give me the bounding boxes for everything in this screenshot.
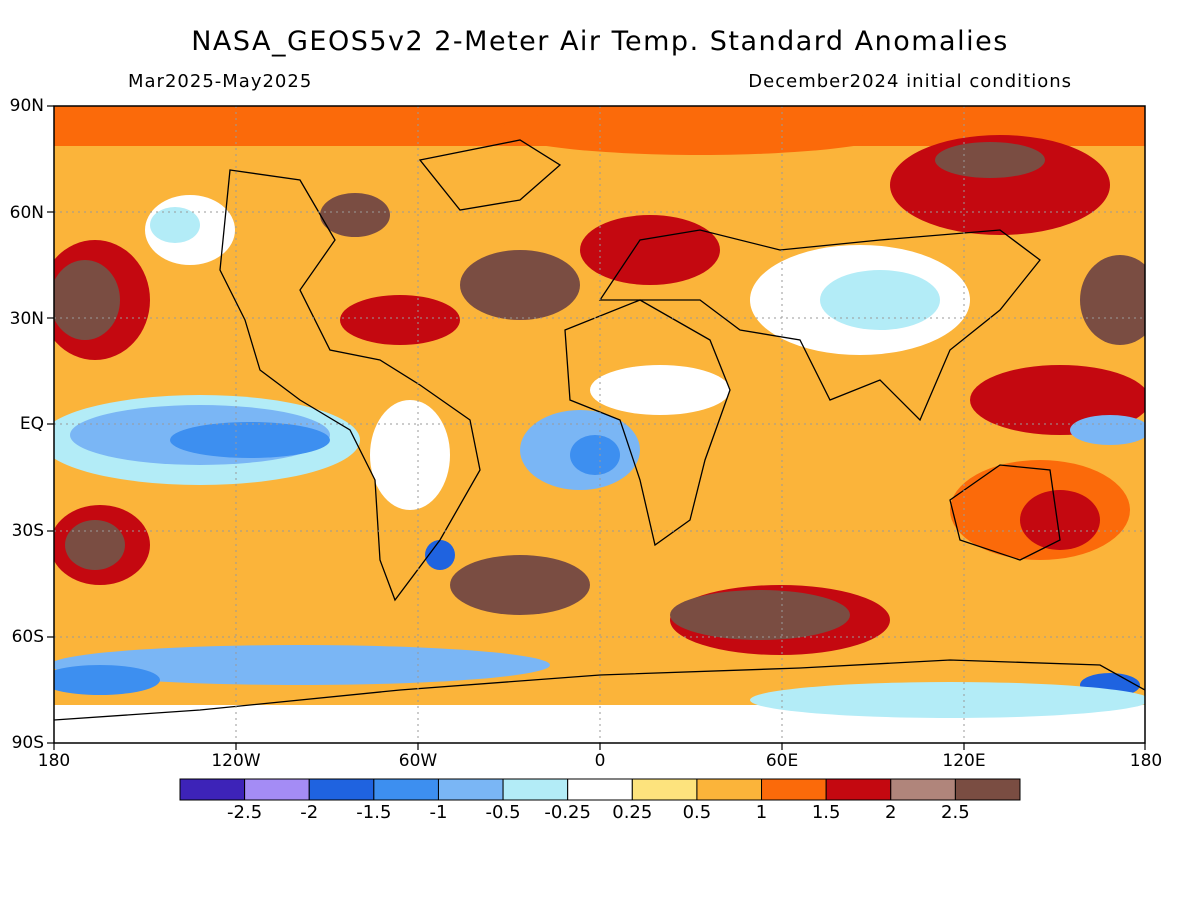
colorbar-swatch [890, 778, 956, 801]
lon-label: 120W [211, 751, 261, 771]
anomaly-region [340, 295, 460, 345]
lon-label: 180 [37, 751, 71, 771]
colorbar-label: 1 [755, 802, 768, 823]
eurasia-coast [598, 229, 1041, 422]
anomaly-region [935, 142, 1045, 178]
lat-label: 90N [9, 96, 44, 116]
initial-conditions: December2024 initial conditions [748, 71, 1072, 92]
colorbar-swatch [567, 778, 633, 801]
colorbar-label: -2 [300, 802, 319, 823]
map-title: NASA_GEOS5v2 2-Meter Air Temp. Standard … [191, 26, 1009, 57]
colorbar-label: -1 [429, 802, 448, 823]
anomaly-region [500, 106, 900, 155]
americas-coast [219, 169, 481, 602]
colorbar-swatch [437, 778, 504, 801]
anomaly-region [450, 555, 590, 615]
colorbar-label: -2.5 [227, 802, 263, 823]
anomaly-region [65, 520, 125, 570]
anomaly-region [590, 365, 730, 415]
anomaly-region [320, 193, 390, 237]
lon-label: 60W [398, 751, 438, 771]
lat-label: 30N [9, 309, 44, 329]
africa-coast [564, 299, 731, 547]
anomaly-region [54, 260, 120, 340]
colorbar-swatch [179, 778, 246, 801]
colorbar-swatch [954, 778, 1021, 801]
anomaly-region [750, 682, 1145, 718]
anomaly-region [1070, 415, 1145, 445]
colorbar-label: -0.25 [544, 802, 591, 823]
colorbar-swatch [631, 778, 698, 801]
colorbar-label: -0.5 [485, 802, 521, 823]
lat-label: 30S [11, 521, 44, 541]
greenland-coast [418, 139, 562, 211]
lat-label: 60S [11, 627, 44, 647]
colorbar-label: 2.5 [941, 802, 970, 823]
lon-label: 60E [765, 751, 799, 771]
colorbar-label: -1.5 [356, 802, 392, 823]
anomaly-region [670, 590, 850, 640]
anomaly-region [54, 665, 160, 695]
antarctica-coast [53, 659, 1146, 721]
grid-lines [54, 106, 1145, 743]
anomaly-region [425, 540, 455, 570]
colorbar-swatch [696, 778, 763, 801]
anomaly-region [150, 207, 200, 243]
colorbar-swatch [502, 778, 569, 801]
lon-label: 120E [942, 751, 986, 771]
anomaly-region [170, 422, 330, 458]
anomaly-region [1020, 490, 1100, 550]
anomaly-region [1080, 255, 1145, 345]
lat-label: 90S [11, 733, 44, 753]
lon-label: 180 [1129, 751, 1163, 771]
lon-label: 0 [594, 751, 606, 771]
anomaly-region [460, 250, 580, 320]
colorbar-label: 0.25 [612, 802, 653, 823]
anomaly-region [580, 215, 720, 285]
anomaly-region [54, 645, 550, 685]
lat-label: 60N [9, 203, 44, 223]
australia-coast [949, 464, 1061, 561]
colorbar-swatch [761, 778, 827, 801]
coastlines [53, 139, 1146, 721]
anomaly-region [370, 400, 450, 510]
colorbar-label: 1.5 [811, 802, 841, 823]
colorbar-swatch [373, 778, 439, 801]
colorbar-label: 2 [885, 802, 897, 823]
colorbar-swatch [308, 778, 375, 801]
lat-label: EQ [19, 414, 44, 434]
anomaly-region [820, 270, 940, 330]
colorbar-label: 0.5 [682, 802, 712, 823]
colorbar-swatch [825, 778, 892, 801]
colorbar [179, 778, 1021, 801]
colorbar-swatch [244, 778, 310, 801]
anomaly-region [570, 435, 620, 475]
forecast-period: Mar2025-May2025 [128, 71, 313, 92]
axis-ticks [47, 105, 1146, 750]
